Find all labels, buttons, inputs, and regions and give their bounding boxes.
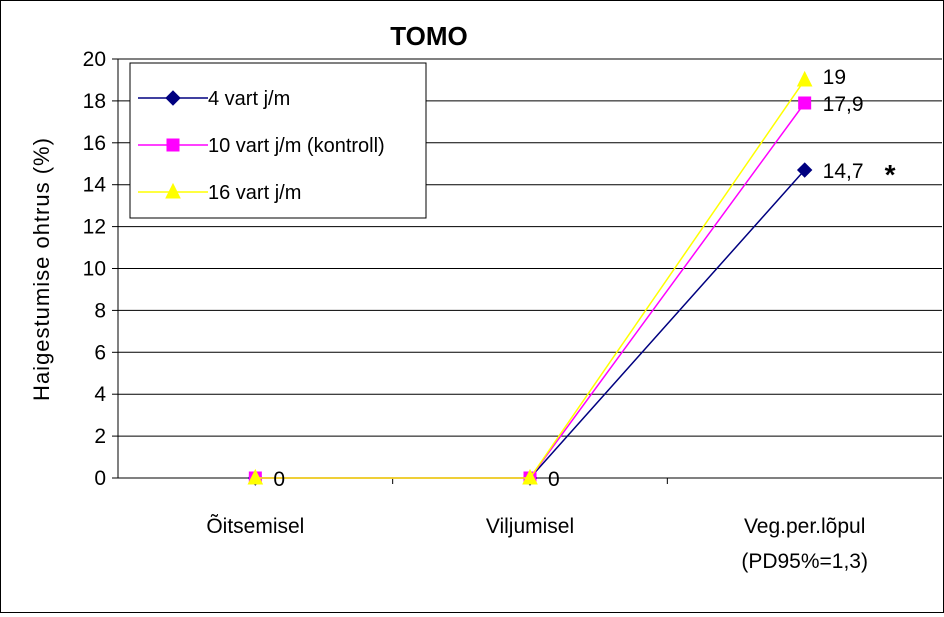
data-label: 0 — [273, 468, 285, 491]
series-lines — [247, 70, 813, 486]
legend-label: 10 vart j/m (kontroll) — [208, 135, 385, 157]
significance-annotation: * — [885, 159, 896, 190]
x-tick-label: Õitsemisel — [206, 514, 304, 538]
y-tick-label: 6 — [94, 341, 106, 364]
legend-label: 16 vart j/m — [208, 182, 301, 204]
y-tick-label: 10 — [83, 258, 106, 281]
x-tick-label: Viljumisel — [486, 515, 574, 538]
legend-swatch-marker — [166, 138, 180, 152]
x-tick-label: Veg.per.lõpul — [744, 515, 865, 538]
data-point — [796, 70, 813, 87]
y-tick-label: 20 — [83, 48, 106, 71]
y-tick-label: 18 — [83, 90, 106, 113]
y-tick-label: 4 — [94, 383, 106, 406]
axes: 0 2 4 6 8 10 12 14 16 18 20 Õitsemisel Viljumisel Veg… — [83, 48, 942, 573]
legend-swatch-marker — [165, 90, 181, 106]
x-tick-label: (PD95%=1,3) — [741, 550, 868, 573]
legend: 4 vart j/m 10 vart j/m (kontroll) 16 vart … — [129, 62, 427, 219]
legend-swatch-marker — [165, 182, 181, 199]
data-point — [798, 96, 812, 110]
y-tick-label: 16 — [83, 132, 106, 155]
chart-title: TOMO — [390, 21, 468, 51]
data-label: 14,7 — [823, 160, 864, 183]
data-point — [247, 468, 264, 485]
data-point — [522, 468, 538, 485]
y-tick-label: 12 — [83, 216, 106, 239]
data-label: 0 — [548, 468, 560, 491]
y-tick-label: 2 — [94, 425, 106, 448]
data-labels: 0 0 14,7 17,9 19 * — [273, 66, 895, 491]
data-label: 19 — [823, 66, 846, 89]
y-tick-label: 14 — [83, 174, 107, 197]
y-axis-label: Haigestumise ohtrus (%) — [29, 137, 54, 401]
data-point — [796, 162, 813, 178]
data-label: 17,9 — [823, 93, 864, 116]
y-tick-label: 8 — [94, 299, 106, 322]
legend-label: 4 vart j/m — [208, 88, 290, 110]
y-tick-label: 0 — [94, 467, 106, 490]
